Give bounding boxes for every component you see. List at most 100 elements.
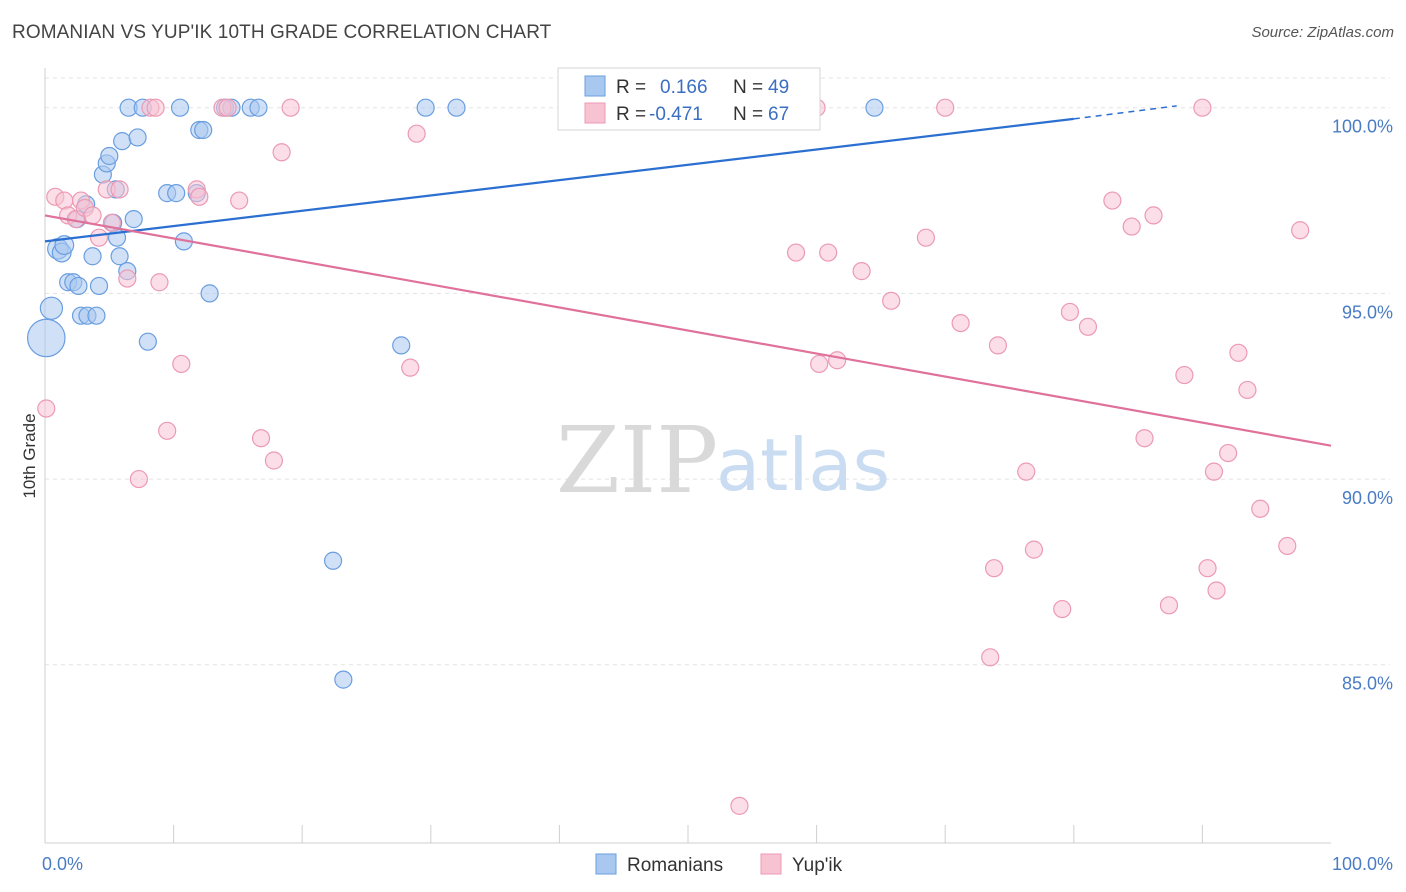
romanian-point xyxy=(83,247,102,266)
stats-swatch-romanians xyxy=(584,75,606,97)
yupik-point xyxy=(118,269,137,288)
yupik-point xyxy=(882,291,901,310)
watermark: ZIP atlas xyxy=(556,407,890,514)
yupik-point xyxy=(218,98,237,117)
romanian-point xyxy=(69,276,88,296)
romanian-point xyxy=(89,276,109,296)
romanian-point xyxy=(128,128,147,147)
trend-layer xyxy=(44,105,1332,447)
romanian-point xyxy=(87,306,106,325)
yupik-point xyxy=(1078,317,1098,336)
yupik-point xyxy=(1198,559,1217,578)
axes-layer: 100.0% 95.0% 90.0% 85.0% 0.0% 100.0% xyxy=(42,68,1393,874)
romanian-trend-line xyxy=(44,117,1074,243)
yupik-point xyxy=(1017,462,1036,481)
chart-title: ROMANIAN VS YUP'IK 10TH GRADE CORRELATIO… xyxy=(12,22,552,43)
yupik-point xyxy=(1135,429,1154,448)
legend-label-yupik: Yup'ik xyxy=(792,855,843,876)
yupik-point xyxy=(401,358,420,377)
yupik-point xyxy=(407,124,426,143)
yupik-point xyxy=(786,243,806,262)
romanian-point xyxy=(39,296,64,320)
yupik-point xyxy=(819,243,838,262)
x-tick-label: 0.0% xyxy=(42,854,83,874)
y-axis-label: 10th Grade xyxy=(20,413,39,498)
stats-swatch-yupik xyxy=(584,102,606,124)
yupik-point xyxy=(730,796,749,815)
yupik-point xyxy=(936,98,955,117)
yupik-point xyxy=(83,206,102,225)
stats-n-label-yupik: N = xyxy=(733,104,763,125)
legend-swatch-romanians xyxy=(595,853,617,875)
romanian-point xyxy=(170,98,190,117)
yupik-point xyxy=(150,273,169,292)
romanian-point xyxy=(194,120,213,140)
romanian-point xyxy=(334,670,353,689)
yupik-point xyxy=(1159,596,1179,615)
yupik-point xyxy=(264,451,284,470)
yupik-point xyxy=(281,98,300,117)
source-attribution: Source: ZipAtlas.com xyxy=(1251,24,1394,41)
yupik-point xyxy=(1238,380,1257,400)
y-tick-label: 90.0% xyxy=(1342,488,1393,508)
yupik-point xyxy=(984,559,1004,578)
yupik-point xyxy=(158,421,177,440)
yupik-point xyxy=(1175,365,1194,385)
y-tick-label: 95.0% xyxy=(1342,302,1393,322)
yupik-point xyxy=(172,354,191,374)
yupik-point xyxy=(89,228,109,247)
romanian-point xyxy=(113,132,132,151)
points-layer xyxy=(26,98,1310,815)
yupik-point xyxy=(1207,581,1226,600)
stats-r-value-yupik: -0.471 xyxy=(649,104,703,125)
stats-n-value-yupik: 67 xyxy=(768,104,789,125)
yupik-point xyxy=(110,180,129,199)
watermark-zip: ZIP xyxy=(556,407,718,514)
romanian-point xyxy=(124,210,143,229)
yupik-point xyxy=(1053,599,1072,619)
yupik-point xyxy=(1193,98,1212,117)
yupik-point xyxy=(37,399,56,418)
y-tick-label: 100.0% xyxy=(1332,117,1393,137)
yupik-point xyxy=(810,354,829,374)
stats-r-label-romanians: R = xyxy=(616,77,646,98)
yupik-point xyxy=(272,143,291,162)
romanian-point xyxy=(138,332,157,351)
yupik-point xyxy=(916,228,936,247)
yupik-point xyxy=(852,262,871,281)
stats-n-value-romanians: 49 xyxy=(768,77,789,98)
stats-r-value-romanians: 0.166 xyxy=(660,77,708,98)
romanian-point xyxy=(110,247,129,266)
yupik-point xyxy=(1103,191,1122,210)
series-legend: Romanians Yup'ik xyxy=(595,853,843,876)
stats-r-label-yupik: R = xyxy=(616,104,646,125)
yupik-point xyxy=(1204,462,1224,481)
yupik-trend-line xyxy=(44,214,1332,447)
romanian-point xyxy=(249,98,268,117)
yupik-point xyxy=(1122,217,1141,236)
romanian-point xyxy=(100,146,119,166)
romanian-point xyxy=(200,284,219,303)
romanian-point xyxy=(167,184,186,203)
yupik-point xyxy=(1219,443,1238,463)
romanian-point xyxy=(26,318,66,358)
yupik-point xyxy=(981,648,1000,667)
yupik-point xyxy=(1229,343,1248,362)
legend-label-romanians: Romanians xyxy=(627,855,723,876)
yupik-point xyxy=(1291,221,1310,240)
romanian-point xyxy=(447,98,466,117)
yupik-point xyxy=(1144,206,1163,225)
yupik-point xyxy=(129,469,148,489)
yupik-point xyxy=(230,191,249,210)
stats-n-label-romanians: N = xyxy=(733,77,763,98)
yupik-point xyxy=(1024,540,1044,559)
stats-legend: R = 0.166 N = 49 R = -0.471 N = 67 xyxy=(557,67,821,131)
yupik-point xyxy=(1251,499,1270,518)
yupik-point xyxy=(1060,302,1080,322)
romanian-point xyxy=(416,98,435,117)
yupik-point xyxy=(251,429,271,448)
yupik-point xyxy=(828,351,847,370)
watermark-atlas: atlas xyxy=(716,423,890,507)
yupik-point xyxy=(1278,536,1297,556)
